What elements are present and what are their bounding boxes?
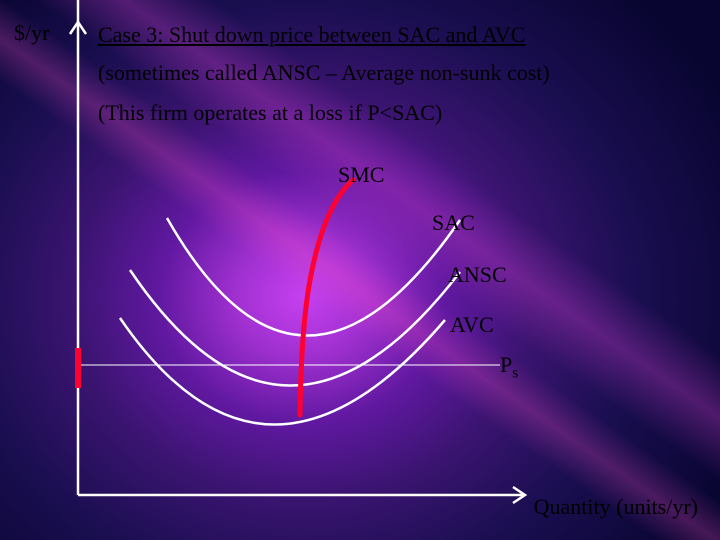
- ps-label: Ps: [500, 352, 518, 382]
- ansc-label: ANSC: [448, 262, 507, 288]
- slide-title: Case 3: Shut down price between SAC and …: [98, 22, 525, 48]
- smc-label: SMC: [338, 162, 384, 188]
- subtitle-2: (This firm operates at a loss if P<SAC): [98, 100, 442, 126]
- x-axis-arrow: [513, 487, 525, 503]
- y-axis-arrow: [70, 22, 86, 34]
- x-axis-label: Quantity (units/yr): [534, 494, 698, 520]
- sac-curve: [167, 218, 460, 336]
- y-axis-label: $/yr: [14, 20, 49, 46]
- slide-background: $/yr Case 3: Shut down price between SAC…: [0, 0, 720, 540]
- smc-curve: [300, 180, 353, 415]
- avc-label: AVC: [450, 312, 494, 338]
- avc-curve: [120, 318, 445, 425]
- subtitle-1: (sometimes called ANSC – Average non-sun…: [98, 60, 550, 86]
- sac-label: SAC: [432, 210, 475, 236]
- ansc-curve: [130, 270, 460, 386]
